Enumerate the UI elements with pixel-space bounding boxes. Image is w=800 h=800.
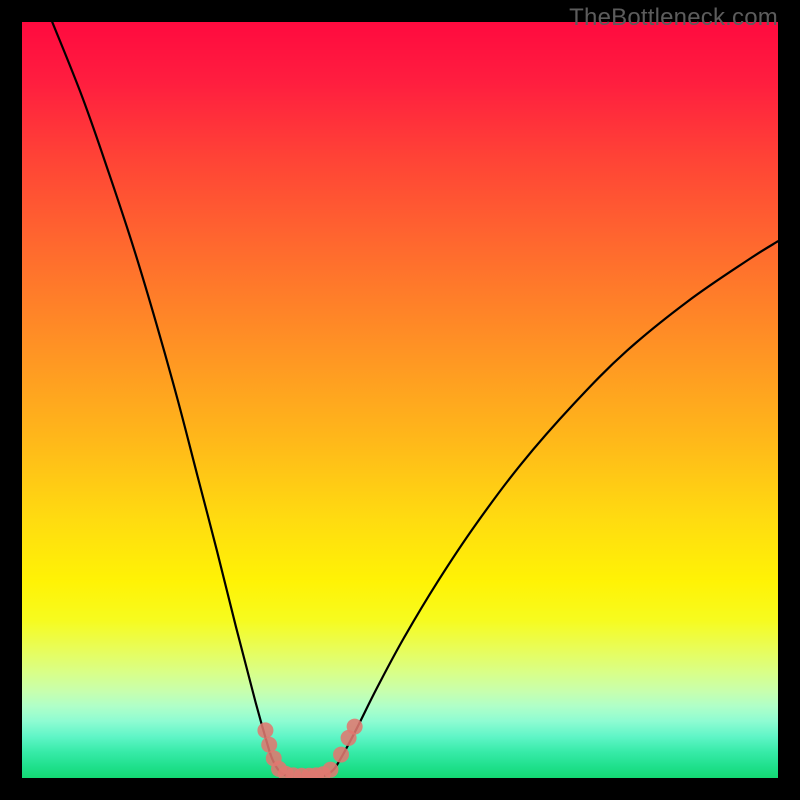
bottleneck-marker: [347, 719, 363, 735]
outer-frame: [0, 0, 800, 800]
bottleneck-marker: [257, 722, 273, 738]
chart-svg: [22, 22, 778, 778]
plot-area: [22, 22, 778, 778]
gradient-background: [22, 22, 778, 778]
bottleneck-marker: [322, 762, 338, 778]
watermark-text: TheBottleneck.com: [569, 4, 778, 32]
bottleneck-marker: [261, 737, 277, 753]
bottleneck-marker: [333, 747, 349, 763]
